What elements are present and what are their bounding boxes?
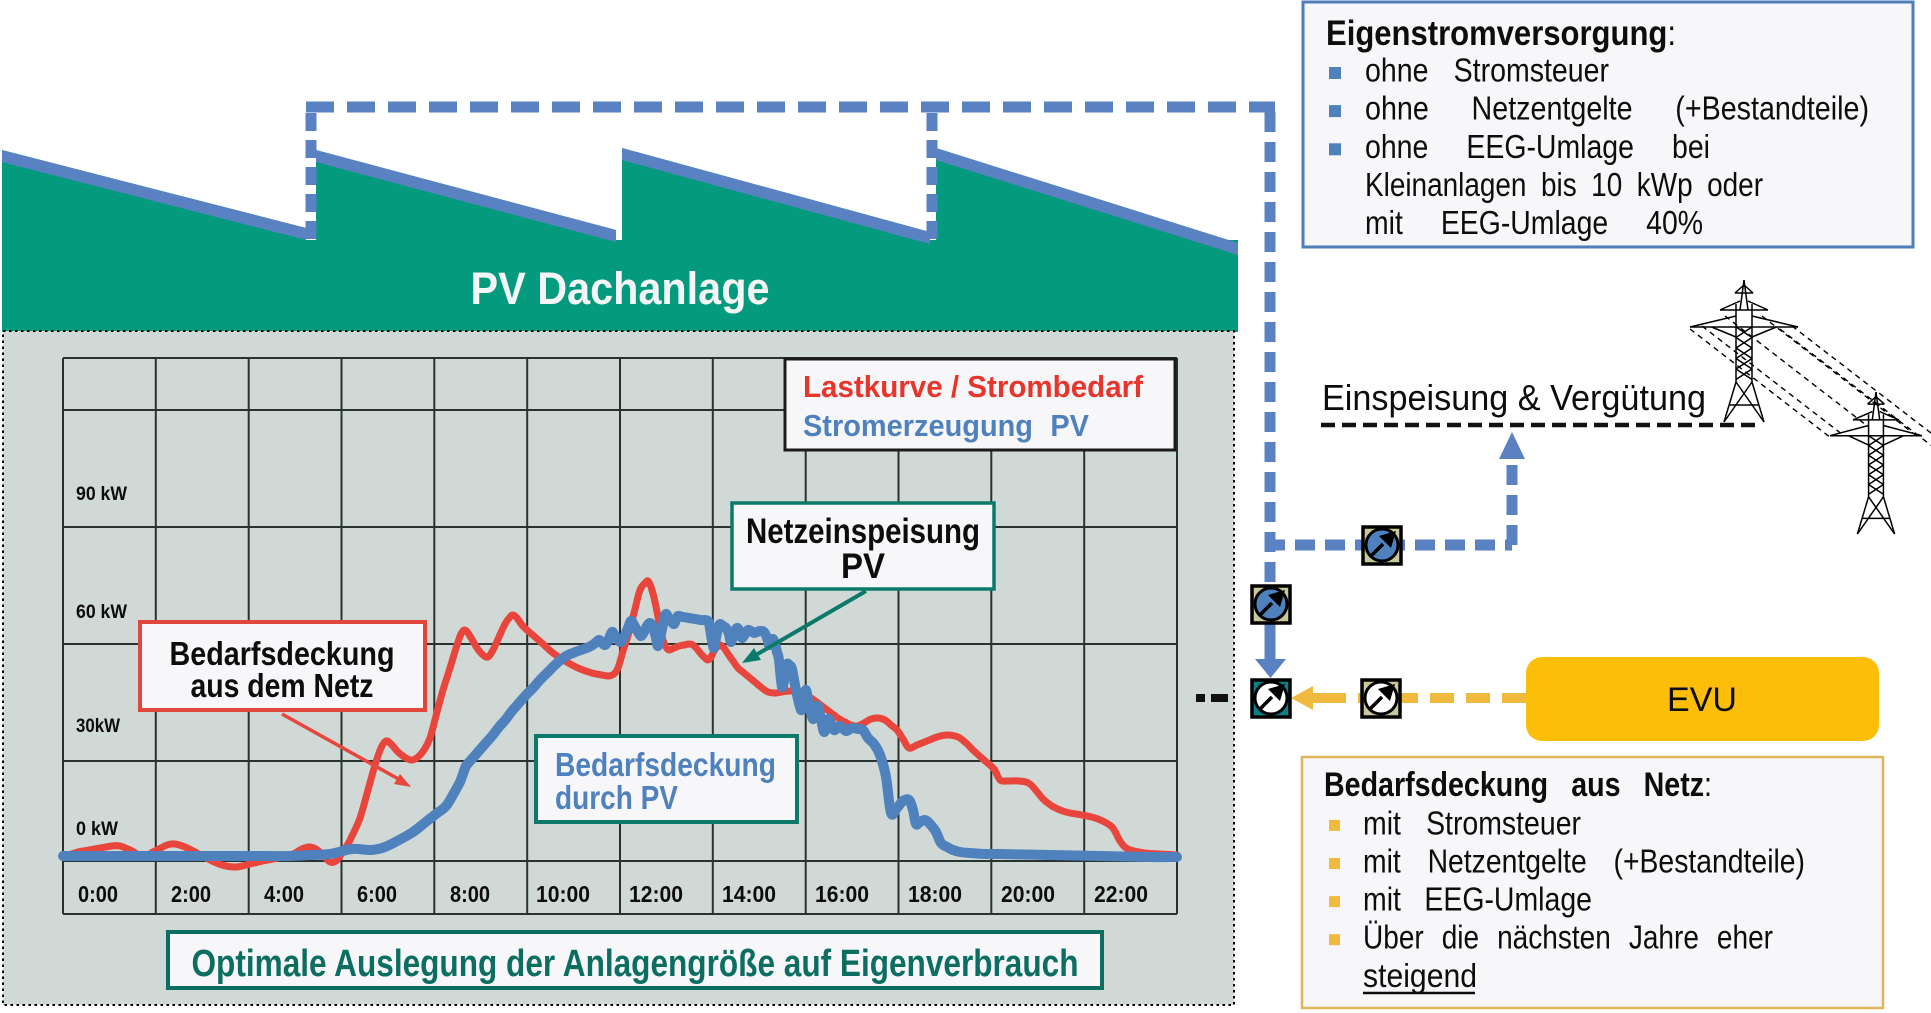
svg-text:Eigenstromversorgung:: Eigenstromversorgung: <box>1326 14 1676 53</box>
svg-text:PV: PV <box>841 547 886 586</box>
svg-text:Kleinanlagen bis 10 kWp oder: Kleinanlagen bis 10 kWp oder <box>1365 166 1763 203</box>
svg-text:EVU: EVU <box>1667 681 1737 719</box>
svg-text:Über die nächsten Jahre eher: Über die nächsten Jahre eher <box>1363 919 1773 956</box>
svg-text:4:00: 4:00 <box>264 881 304 907</box>
svg-text:mit Netzentgelte (+Bestandteil: mit Netzentgelte (+Bestandteile) <box>1363 843 1805 880</box>
svg-text:PV Dachanlage: PV Dachanlage <box>471 263 770 314</box>
svg-text:Bedarfsdeckung aus Netz:: Bedarfsdeckung aus Netz: <box>1324 766 1712 804</box>
svg-text:2:00: 2:00 <box>171 881 211 907</box>
svg-text:0:00: 0:00 <box>78 881 118 907</box>
svg-text:0 kW: 0 kW <box>76 818 119 840</box>
svg-text:60 kW: 60 kW <box>76 601 128 623</box>
svg-text:18:00: 18:00 <box>908 881 962 907</box>
svg-text:Bedarfsdeckung: Bedarfsdeckung <box>555 746 776 783</box>
svg-text:22:00: 22:00 <box>1094 881 1148 907</box>
svg-text:12:00: 12:00 <box>629 881 683 907</box>
svg-text:mit Stromsteuer: mit Stromsteuer <box>1363 804 1581 841</box>
svg-text:6:00: 6:00 <box>357 881 397 907</box>
svg-text:Lastkurve / Strombedarf: Lastkurve / Strombedarf <box>803 369 1144 404</box>
svg-text:16:00: 16:00 <box>815 881 869 907</box>
svg-text:mit EEG-Umlage 40%: mit EEG-Umlage 40% <box>1365 204 1703 241</box>
svg-text:90 kW: 90 kW <box>76 483 128 505</box>
svg-text:ohne Stromsteuer: ohne Stromsteuer <box>1365 52 1609 89</box>
svg-text:ohne Netzentgelte (+Bestandtei: ohne Netzentgelte (+Bestandteile) <box>1365 90 1869 127</box>
svg-text:mit EEG-Umlage: mit EEG-Umlage <box>1363 881 1592 918</box>
svg-text:Bedarfsdeckung: Bedarfsdeckung <box>170 635 395 672</box>
svg-text:Netzeinspeisung: Netzeinspeisung <box>746 512 980 551</box>
svg-text:14:00: 14:00 <box>722 881 776 907</box>
svg-text:Stromerzeugung PV: Stromerzeugung PV <box>803 408 1089 443</box>
svg-text:durch PV: durch PV <box>555 779 678 816</box>
svg-text:8:00: 8:00 <box>450 881 490 907</box>
svg-text:30kW: 30kW <box>76 715 121 737</box>
svg-text:Einspeisung & Vergütung: Einspeisung & Vergütung <box>1322 377 1706 418</box>
svg-text:ohne EEG-Umlage bei: ohne EEG-Umlage bei <box>1365 128 1710 165</box>
svg-text:aus dem Netz: aus dem Netz <box>191 667 374 704</box>
svg-text:steigend: steigend <box>1363 957 1477 994</box>
svg-text:Optimale Auslegung der Anlagen: Optimale Auslegung der Anlagengröße auf … <box>192 943 1079 985</box>
svg-text:10:00: 10:00 <box>536 881 590 907</box>
svg-text:20:00: 20:00 <box>1001 881 1055 907</box>
